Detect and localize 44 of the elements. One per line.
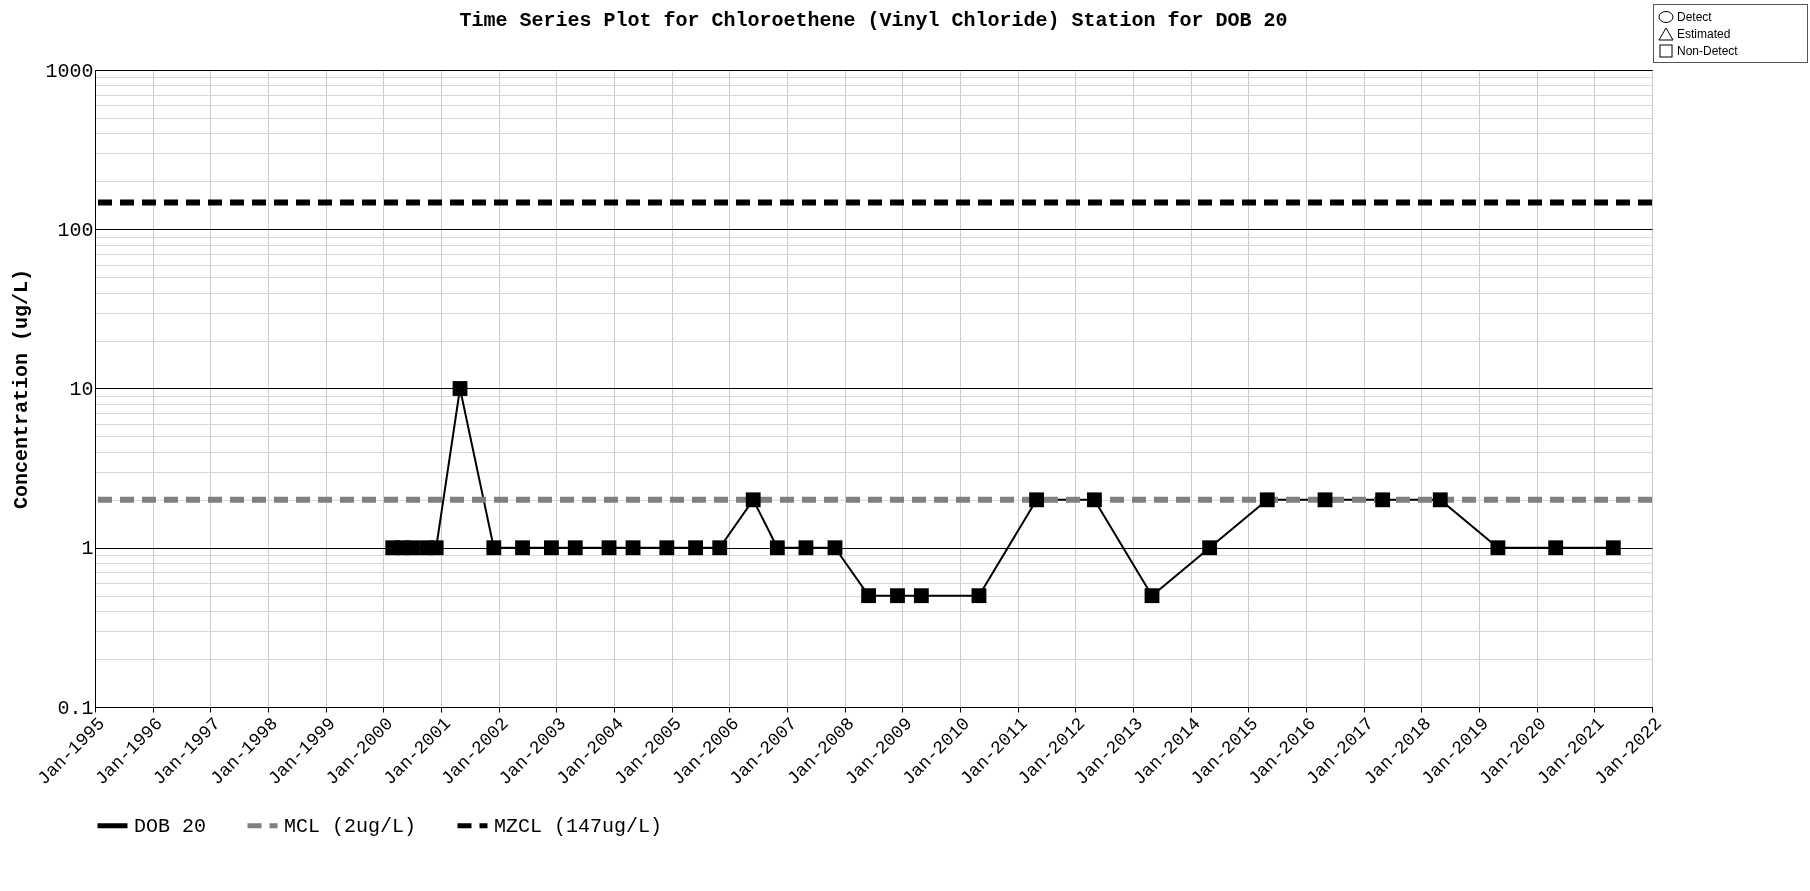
y-tick-label: 0.1	[57, 696, 94, 720]
point	[745, 492, 761, 508]
y-axis-title: Concentration (ug/L)	[10, 268, 34, 510]
text: Estimated	[1677, 26, 1731, 41]
y-tick-label: 100	[57, 218, 94, 242]
point	[567, 540, 583, 556]
point	[1259, 492, 1275, 508]
point	[659, 540, 675, 556]
point	[1144, 588, 1160, 604]
point	[404, 540, 420, 556]
point	[1432, 492, 1448, 508]
point	[712, 540, 728, 556]
chart-title: Time Series Plot for Chloroethene (Vinyl Chloride) Station for DOB 20	[459, 9, 1288, 32]
point	[1317, 492, 1333, 508]
point	[913, 588, 929, 604]
text: Non-Detect	[1677, 43, 1738, 58]
legend-label: MCL (2ug/L)	[284, 814, 417, 838]
point	[827, 540, 843, 556]
point	[1548, 540, 1564, 556]
point	[625, 540, 641, 556]
point	[486, 540, 502, 556]
point	[798, 540, 814, 556]
point	[544, 540, 559, 556]
point	[452, 381, 468, 396]
y-tick-label: 1	[81, 537, 94, 561]
point	[971, 588, 987, 604]
point	[1375, 492, 1391, 508]
point	[1086, 492, 1102, 508]
text: Detect	[1677, 9, 1712, 24]
point	[1202, 540, 1218, 556]
point	[601, 540, 617, 556]
point	[890, 588, 905, 604]
point	[861, 588, 877, 604]
legend-label: DOB 20	[134, 814, 207, 838]
point	[688, 540, 703, 556]
point	[769, 540, 785, 556]
point	[1029, 492, 1044, 508]
point	[1490, 540, 1506, 556]
legend-label: MZCL (147ug/L)	[494, 814, 663, 838]
y-tick-label: 10	[69, 378, 94, 401]
point	[515, 540, 530, 556]
point	[1605, 540, 1621, 556]
point	[428, 540, 444, 556]
y-tick-label: 1000	[45, 59, 94, 83]
